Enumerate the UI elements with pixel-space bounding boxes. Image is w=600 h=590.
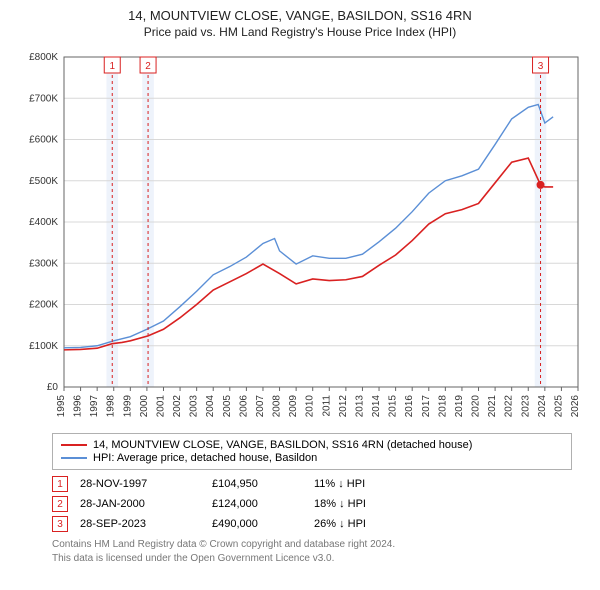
x-tick-label: 1996 xyxy=(73,395,84,418)
y-tick-label: £200K xyxy=(29,300,58,311)
x-tick-label: 2010 xyxy=(305,395,316,418)
x-tick-label: 2023 xyxy=(520,395,531,418)
marker-badge: 2 xyxy=(52,496,68,512)
x-tick-label: 2024 xyxy=(537,395,548,418)
series-hpi xyxy=(64,104,553,347)
legend-row: 14, MOUNTVIEW CLOSE, VANGE, BASILDON, SS… xyxy=(61,439,563,451)
legend-label: 14, MOUNTVIEW CLOSE, VANGE, BASILDON, SS… xyxy=(93,439,472,451)
x-tick-label: 2003 xyxy=(189,395,200,418)
x-tick-label: 2008 xyxy=(272,395,283,418)
x-tick-label: 1995 xyxy=(56,395,67,418)
x-tick-label: 2007 xyxy=(255,395,266,418)
chart-svg: £0 £100K £200K £300K £400K £500K £600K £700K £80… xyxy=(12,47,588,427)
x-tick-label: 2001 xyxy=(155,395,166,418)
x-tick-label: 2021 xyxy=(487,395,498,418)
x-tick-label: 1998 xyxy=(106,395,117,418)
x-tick-label: 2009 xyxy=(288,395,299,418)
marker-price: £104,950 xyxy=(212,478,302,490)
event-badge-num: 2 xyxy=(145,61,151,72)
marker-date: 28-JAN-2000 xyxy=(80,498,200,510)
x-tick-label: 2004 xyxy=(205,395,216,418)
x-tick-label: 2016 xyxy=(404,395,415,418)
marker-hpi: 18% ↓ HPI xyxy=(314,498,424,510)
y-tick-label: £300K xyxy=(29,258,58,269)
event-badge-num: 3 xyxy=(538,61,544,72)
x-tick-label: 2011 xyxy=(321,395,332,417)
x-tick-label: 2019 xyxy=(454,395,465,418)
marker-row: 2 28-JAN-2000 £124,000 18% ↓ HPI xyxy=(52,496,572,512)
x-tick-label: 2025 xyxy=(553,395,564,418)
marker-date: 28-NOV-1997 xyxy=(80,478,200,490)
x-tick-label: 2026 xyxy=(570,395,581,418)
chart-area: £0 £100K £200K £300K £400K £500K £600K £700K £80… xyxy=(12,47,588,427)
attribution: Contains HM Land Registry data © Crown c… xyxy=(52,538,588,566)
marker-row: 1 28-NOV-1997 £104,950 11% ↓ HPI xyxy=(52,476,572,492)
y-tick-label: £400K xyxy=(29,217,58,228)
y-tick-label: £0 xyxy=(47,382,59,393)
x-tick-label: 1997 xyxy=(89,395,100,418)
legend-swatch xyxy=(61,444,87,446)
x-tick-label: 2020 xyxy=(471,395,482,418)
legend-label: HPI: Average price, detached house, Basi… xyxy=(93,452,317,464)
series-price_paid xyxy=(64,158,553,350)
marker-row: 3 28-SEP-2023 £490,000 26% ↓ HPI xyxy=(52,516,572,532)
legend-swatch xyxy=(61,457,87,459)
x-tick-label: 2013 xyxy=(354,395,365,418)
x-tick-label: 2017 xyxy=(421,395,432,418)
x-tick-label: 2014 xyxy=(371,395,382,418)
legend-box: 14, MOUNTVIEW CLOSE, VANGE, BASILDON, SS… xyxy=(52,433,572,470)
chart-subtitle: Price paid vs. HM Land Registry's House … xyxy=(12,25,588,39)
chart-title: 14, MOUNTVIEW CLOSE, VANGE, BASILDON, SS… xyxy=(12,8,588,23)
marker-hpi: 11% ↓ HPI xyxy=(314,478,424,490)
x-tick-label: 2018 xyxy=(437,395,448,418)
y-tick-label: £600K xyxy=(29,135,58,146)
legend-row: HPI: Average price, detached house, Basi… xyxy=(61,452,563,464)
marker-hpi: 26% ↓ HPI xyxy=(314,518,424,530)
event-markers-table: 1 28-NOV-1997 £104,950 11% ↓ HPI 2 28-JAN-200… xyxy=(52,476,572,532)
marker-date: 28-SEP-2023 xyxy=(80,518,200,530)
x-tick-label: 2015 xyxy=(388,395,399,418)
attribution-line1: Contains HM Land Registry data © Crown c… xyxy=(52,538,588,552)
marker-badge: 1 xyxy=(52,476,68,492)
marker-price: £124,000 xyxy=(212,498,302,510)
x-tick-label: 2005 xyxy=(222,395,233,418)
x-tick-label: 2022 xyxy=(504,395,515,418)
event-badge-num: 1 xyxy=(109,61,115,72)
y-tick-label: £100K xyxy=(29,341,58,352)
x-tick-label: 2012 xyxy=(338,395,349,418)
marker-price: £490,000 xyxy=(212,518,302,530)
y-tick-label: £700K xyxy=(29,93,58,104)
x-tick-label: 1999 xyxy=(122,395,133,418)
x-tick-label: 2002 xyxy=(172,395,183,418)
marker-badge: 3 xyxy=(52,516,68,532)
attribution-line2: This data is licensed under the Open Gov… xyxy=(52,552,588,566)
y-tick-label: £500K xyxy=(29,176,58,187)
x-tick-label: 2000 xyxy=(139,395,150,418)
y-tick-label: £800K xyxy=(29,52,58,63)
x-tick-label: 2006 xyxy=(238,395,249,418)
